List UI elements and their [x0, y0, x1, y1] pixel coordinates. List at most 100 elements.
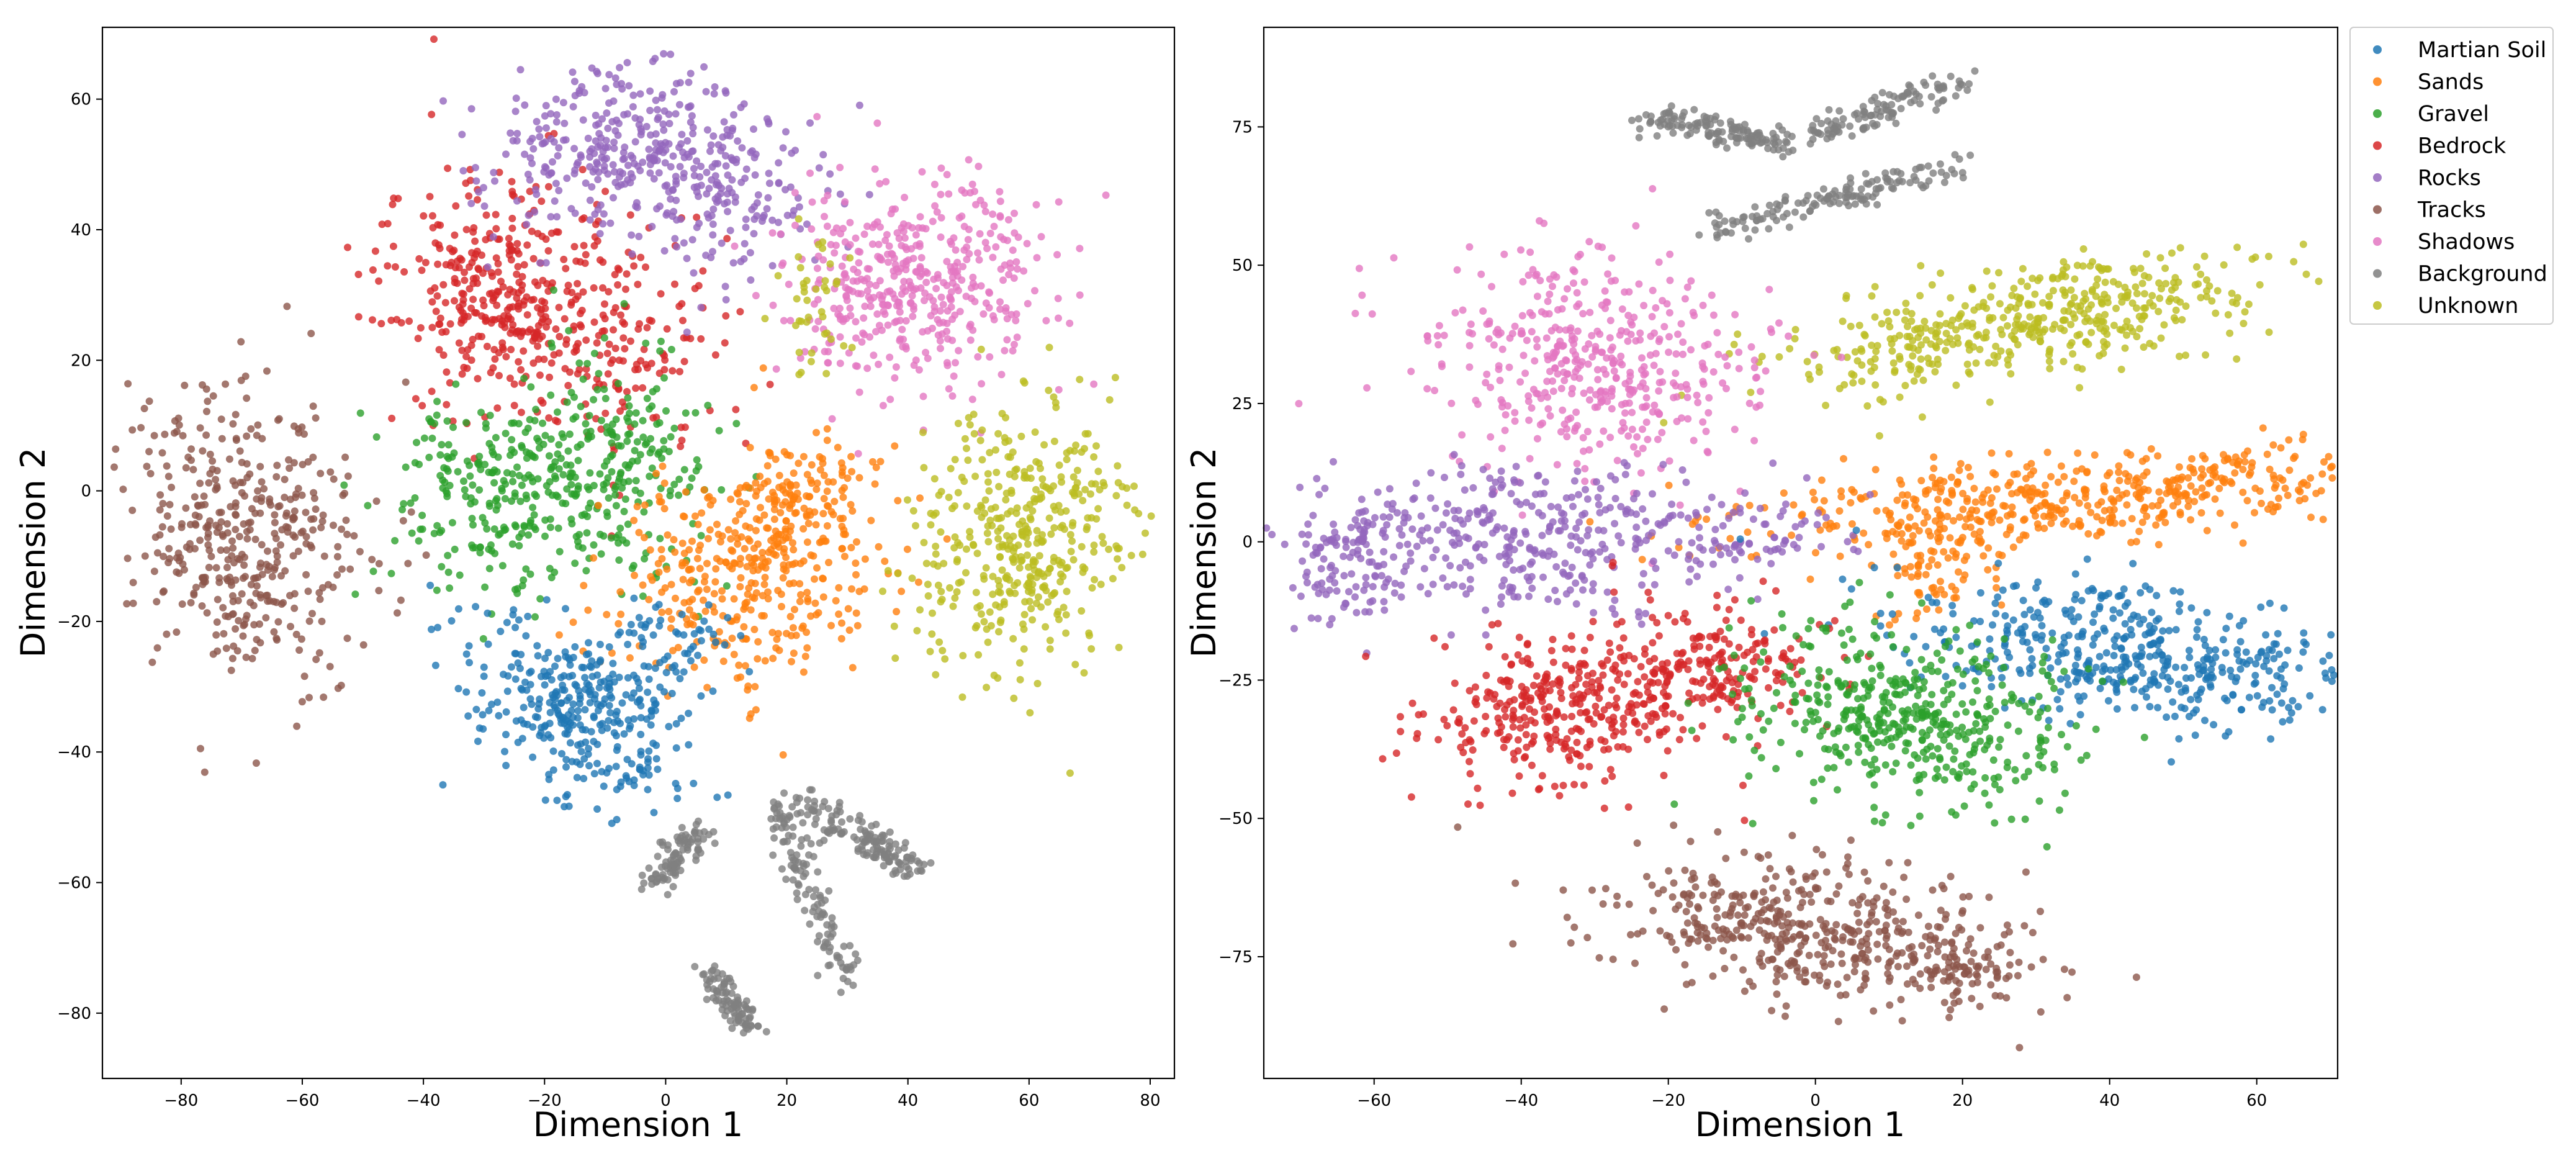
right-point — [2121, 344, 2129, 352]
left-point — [812, 886, 819, 894]
left-point — [618, 79, 626, 88]
left-point — [1090, 548, 1098, 556]
right-point — [1876, 395, 1884, 404]
left-point — [633, 204, 641, 212]
left-point — [1027, 605, 1035, 613]
right-point — [1950, 169, 1958, 178]
left-point — [667, 433, 675, 441]
left-point — [641, 623, 649, 631]
left-point — [672, 720, 680, 728]
right-point — [1929, 360, 1936, 368]
left-point — [898, 242, 906, 250]
left-point — [929, 609, 936, 617]
left-point — [681, 649, 689, 657]
left-point — [576, 721, 584, 729]
left-point — [878, 327, 886, 334]
left-point — [1028, 586, 1036, 594]
left-point — [951, 594, 959, 602]
left-point — [1078, 607, 1086, 615]
left-point — [294, 548, 302, 555]
right-point — [1647, 118, 1655, 125]
left-point — [939, 646, 947, 654]
left-point — [791, 147, 799, 155]
left-point — [675, 302, 683, 310]
left-point — [703, 684, 711, 692]
right-point — [1902, 299, 1910, 307]
left-point — [728, 635, 736, 643]
left-point — [624, 520, 632, 528]
left-point — [996, 589, 1004, 597]
left-point — [258, 435, 266, 443]
left-point — [217, 546, 225, 554]
right-point — [1763, 138, 1772, 147]
left-point — [500, 312, 508, 320]
left-point — [326, 662, 334, 671]
left-point — [815, 932, 823, 940]
right-point — [2224, 311, 2232, 318]
left-point — [584, 606, 592, 614]
left-point — [344, 243, 351, 251]
left-point — [551, 662, 559, 671]
left-point — [574, 538, 582, 546]
right-point — [2315, 278, 2323, 286]
left-point — [713, 987, 721, 995]
left-point — [592, 111, 600, 119]
right-point — [2071, 314, 2079, 322]
left-point — [626, 337, 634, 345]
left-point — [955, 579, 963, 587]
left-point — [1046, 645, 1054, 653]
left-point — [770, 492, 778, 500]
right-point — [2155, 279, 2163, 287]
left-point — [1006, 576, 1014, 584]
left-point — [700, 486, 708, 494]
left-point — [163, 462, 171, 470]
left-point — [755, 516, 763, 524]
left-point — [975, 163, 983, 170]
right-point — [1765, 225, 1773, 233]
left-point — [896, 308, 904, 316]
right-point — [2233, 294, 2241, 302]
left-point — [786, 317, 795, 325]
left-point — [224, 556, 232, 564]
left-point — [448, 518, 456, 526]
left-point — [693, 554, 701, 562]
left-point — [600, 386, 608, 393]
left-point — [630, 782, 638, 790]
left-point — [955, 346, 963, 355]
left-point — [670, 481, 678, 489]
left-point — [708, 176, 716, 184]
left-point — [148, 658, 156, 666]
left-point — [582, 179, 590, 187]
left-point — [1115, 643, 1123, 651]
left-point — [694, 588, 701, 596]
right-point — [1868, 97, 1876, 104]
left-point — [676, 79, 684, 87]
right-point — [1665, 457, 1673, 465]
left-point — [821, 212, 828, 220]
left-point — [863, 287, 871, 295]
left-point — [956, 541, 964, 549]
left-point — [711, 839, 719, 847]
left-point — [427, 418, 435, 426]
left-point — [531, 453, 539, 461]
left-point — [838, 468, 846, 476]
left-point — [690, 165, 698, 173]
right-point — [1968, 284, 1976, 292]
left-point — [848, 468, 856, 476]
left-point — [930, 560, 938, 568]
right-point — [1873, 341, 1881, 350]
left-point — [1035, 459, 1043, 468]
right-point — [2165, 297, 2173, 305]
left-point — [281, 567, 289, 575]
left-point — [525, 211, 533, 219]
left-point — [813, 112, 821, 120]
left-point — [461, 276, 469, 284]
left-point — [585, 744, 593, 752]
left-point — [570, 78, 579, 86]
left-point — [661, 159, 669, 167]
left-point — [978, 380, 986, 388]
right-point — [1917, 262, 1925, 269]
left-point — [257, 497, 265, 505]
left-point — [1078, 543, 1086, 551]
left-point — [836, 808, 844, 816]
